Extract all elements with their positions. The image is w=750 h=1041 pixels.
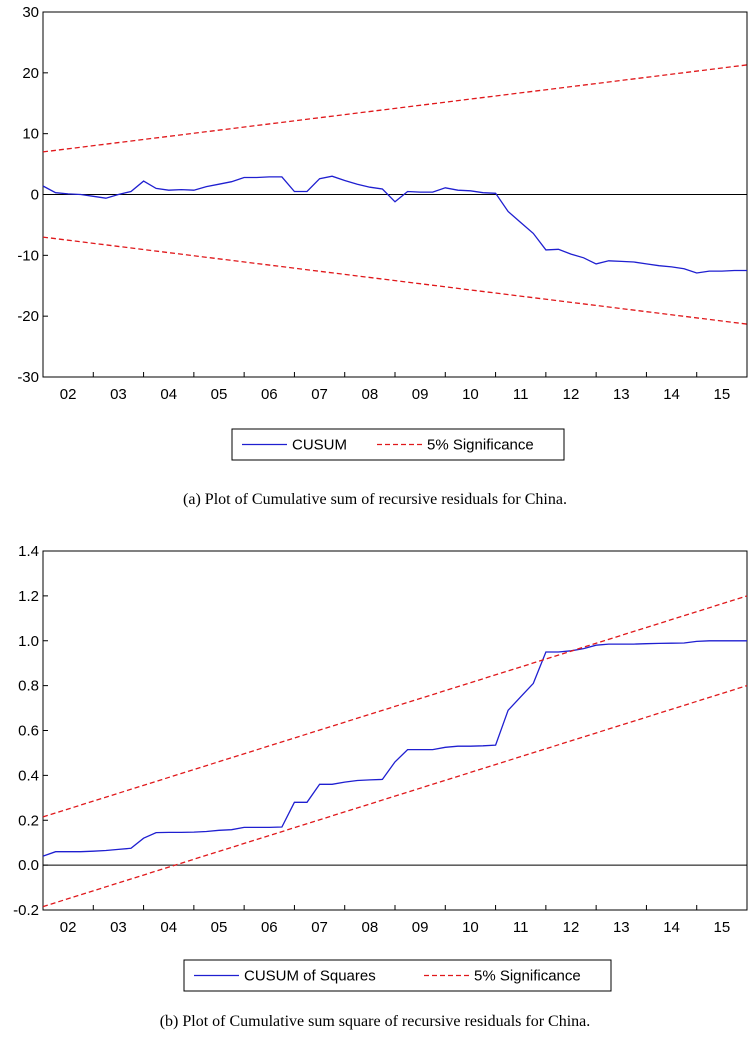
y-tick-label: 0.4 <box>18 767 39 784</box>
y-tick-label: 10 <box>22 126 39 143</box>
x-tick-label: 03 <box>110 386 127 403</box>
x-tick-label: 05 <box>211 386 228 403</box>
y-tick-label: -30 <box>17 369 39 386</box>
x-tick-label: 11 <box>513 386 529 403</box>
y-tick-label: -20 <box>17 308 39 325</box>
x-tick-label: 08 <box>362 386 379 403</box>
legend-box <box>183 959 612 992</box>
x-tick-label: 12 <box>563 919 580 936</box>
y-tick-label: 0.2 <box>18 812 39 829</box>
y-tick-label: -0.2 <box>13 902 39 919</box>
lower-bound-line <box>42 236 748 325</box>
y-tick-label: 1.0 <box>18 633 39 650</box>
caption-a: (a) Plot of Cumulative sum of recursive … <box>183 491 567 508</box>
y-tick-label: -10 <box>17 247 39 264</box>
legend-series-label: CUSUM <box>292 437 347 454</box>
y-tick-label: 0.0 <box>18 857 39 874</box>
y-tick-label: 0.6 <box>18 723 39 740</box>
lower-bound-line <box>42 684 748 908</box>
x-tick-label: 14 <box>663 386 680 403</box>
x-tick-label: 09 <box>412 919 429 936</box>
x-tick-label: 08 <box>362 919 379 936</box>
upper-bound-line <box>42 595 748 818</box>
x-tick-label: 12 <box>563 386 580 403</box>
x-tick-label: 05 <box>211 919 228 936</box>
x-tick-label: 15 <box>714 919 731 936</box>
cusum-squares-chart: 1.4 1.2 1.0 0.8 0.6 0.4 0.2 0.0 -0.2 02 03 04 05 06 07… <box>0 525 750 1000</box>
x-tick-label: 04 <box>160 919 177 936</box>
y-tick-label: 0.8 <box>18 678 39 695</box>
plot-frame <box>42 550 748 911</box>
y-tick-label: 30 <box>22 4 39 21</box>
x-tick-label: 13 <box>613 919 630 936</box>
legend-bounds-label: 5% Significance <box>427 437 534 454</box>
x-tick-label: 04 <box>160 386 177 403</box>
x-tick-label: 13 <box>613 386 630 403</box>
x-tick-label: 07 <box>311 919 328 936</box>
y-tick-label: 1.4 <box>18 543 39 560</box>
x-tick-label: 10 <box>462 919 479 936</box>
cusum-squares-chart-svg: 1.4 1.2 1.0 0.8 0.6 0.4 0.2 0.0 -0.2 02 03 04 05 06 07… <box>13 543 748 992</box>
x-tick-label: 06 <box>261 919 278 936</box>
y-tick-label: 20 <box>22 65 39 82</box>
series-line <box>42 175 747 274</box>
x-tick-label: 14 <box>663 919 680 936</box>
cusum-chart-svg: 30 20 10 0 -10 -20 -30 02 03 04 05 06 07 08 09 10 11 12 13… <box>17 4 748 461</box>
x-tick-label: 03 <box>110 919 127 936</box>
legend-bounds-label: 5% Significance <box>474 968 581 985</box>
caption-b: (b) Plot of Cumulative sum square of rec… <box>159 1013 591 1030</box>
x-tick-label: 07 <box>311 386 328 403</box>
cusum-chart: 30 20 10 0 -10 -20 -30 02 03 04 05 06 07 08 09 10 11 12 13… <box>0 0 750 472</box>
x-tick-label: 06 <box>261 386 278 403</box>
y-tick-label: 1.2 <box>18 588 39 605</box>
x-tick-label: 11 <box>513 919 529 936</box>
legend-series-label: CUSUM of Squares <box>244 968 376 985</box>
y-tick-label: 0 <box>31 187 39 204</box>
x-tick-label: 10 <box>462 386 479 403</box>
x-tick-label: 09 <box>412 386 429 403</box>
x-tick-label: 02 <box>60 919 77 936</box>
x-tick-label: 02 <box>60 386 77 403</box>
x-tick-label: 15 <box>714 386 731 403</box>
series-line <box>42 640 747 857</box>
upper-bound-line <box>42 64 748 153</box>
